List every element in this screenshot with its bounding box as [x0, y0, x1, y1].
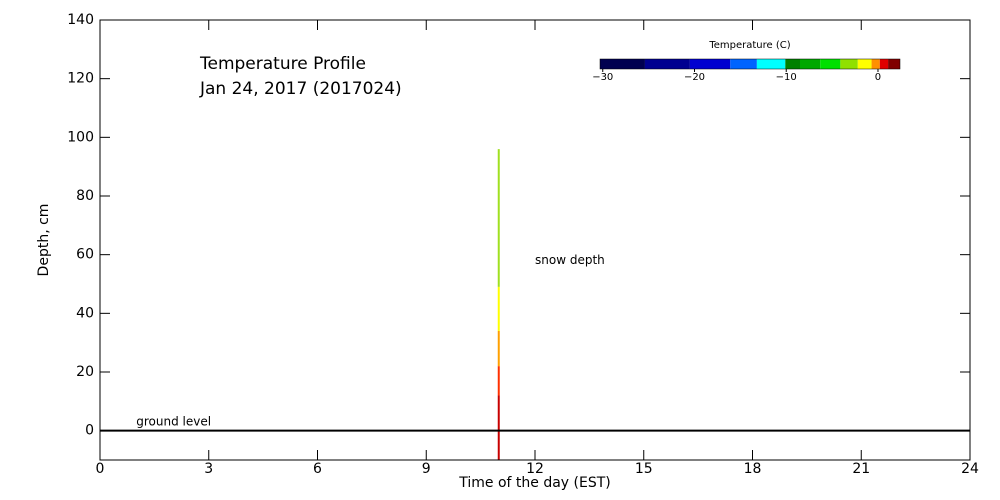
colorbar-cell [785, 59, 800, 69]
x-tick-label: 6 [313, 461, 322, 477]
x-tick-label: 18 [744, 461, 762, 477]
colorbar-cell [689, 59, 731, 69]
colorbar-tick-label: 0 [875, 72, 881, 83]
chart-title: Temperature Profile [199, 54, 366, 74]
annotation: ground level [136, 414, 211, 428]
colorbar-cell [644, 59, 690, 69]
colorbar-tick-label: −20 [684, 72, 705, 83]
colorbar-cell [756, 59, 786, 69]
x-tick-label: 9 [422, 461, 431, 477]
colorbar-cell [800, 59, 821, 69]
x-tick-label: 0 [96, 461, 105, 477]
colorbar-frame [599, 58, 901, 70]
x-tick-label: 3 [204, 461, 213, 477]
y-tick-label: 120 [67, 71, 94, 87]
y-tick-label: 20 [76, 364, 94, 380]
y-tick-label: 60 [76, 247, 94, 263]
y-tick-label: 0 [85, 423, 94, 439]
colorbar-cell [820, 59, 841, 69]
colorbar-title: Temperature (C) [708, 40, 790, 51]
y-tick-label: 100 [67, 129, 94, 145]
colorbar-tick-label: −30 [592, 72, 613, 83]
x-axis-label: Time of the day (EST) [458, 475, 611, 491]
annotation: snow depth [535, 253, 605, 267]
chart-subtitle: Jan 24, 2017 (2017024) [199, 79, 402, 99]
x-tick-label: 24 [961, 461, 979, 477]
x-tick-label: 12 [526, 461, 544, 477]
colorbar-cell [857, 59, 872, 69]
colorbar-cell [871, 59, 880, 69]
colorbar-tick-label: −10 [776, 72, 797, 83]
y-axis-label: Depth, cm [36, 204, 52, 277]
y-tick-label: 80 [76, 188, 94, 204]
y-tick-label: 40 [76, 305, 94, 321]
colorbar-cell [879, 59, 889, 69]
y-tick-label: 140 [67, 12, 94, 28]
colorbar-cell [840, 59, 858, 69]
colorbar-cell [888, 59, 900, 69]
x-tick-label: 15 [635, 461, 653, 477]
colorbar-cell [730, 59, 757, 69]
x-tick-label: 21 [852, 461, 870, 477]
colorbar-cell [600, 59, 645, 69]
